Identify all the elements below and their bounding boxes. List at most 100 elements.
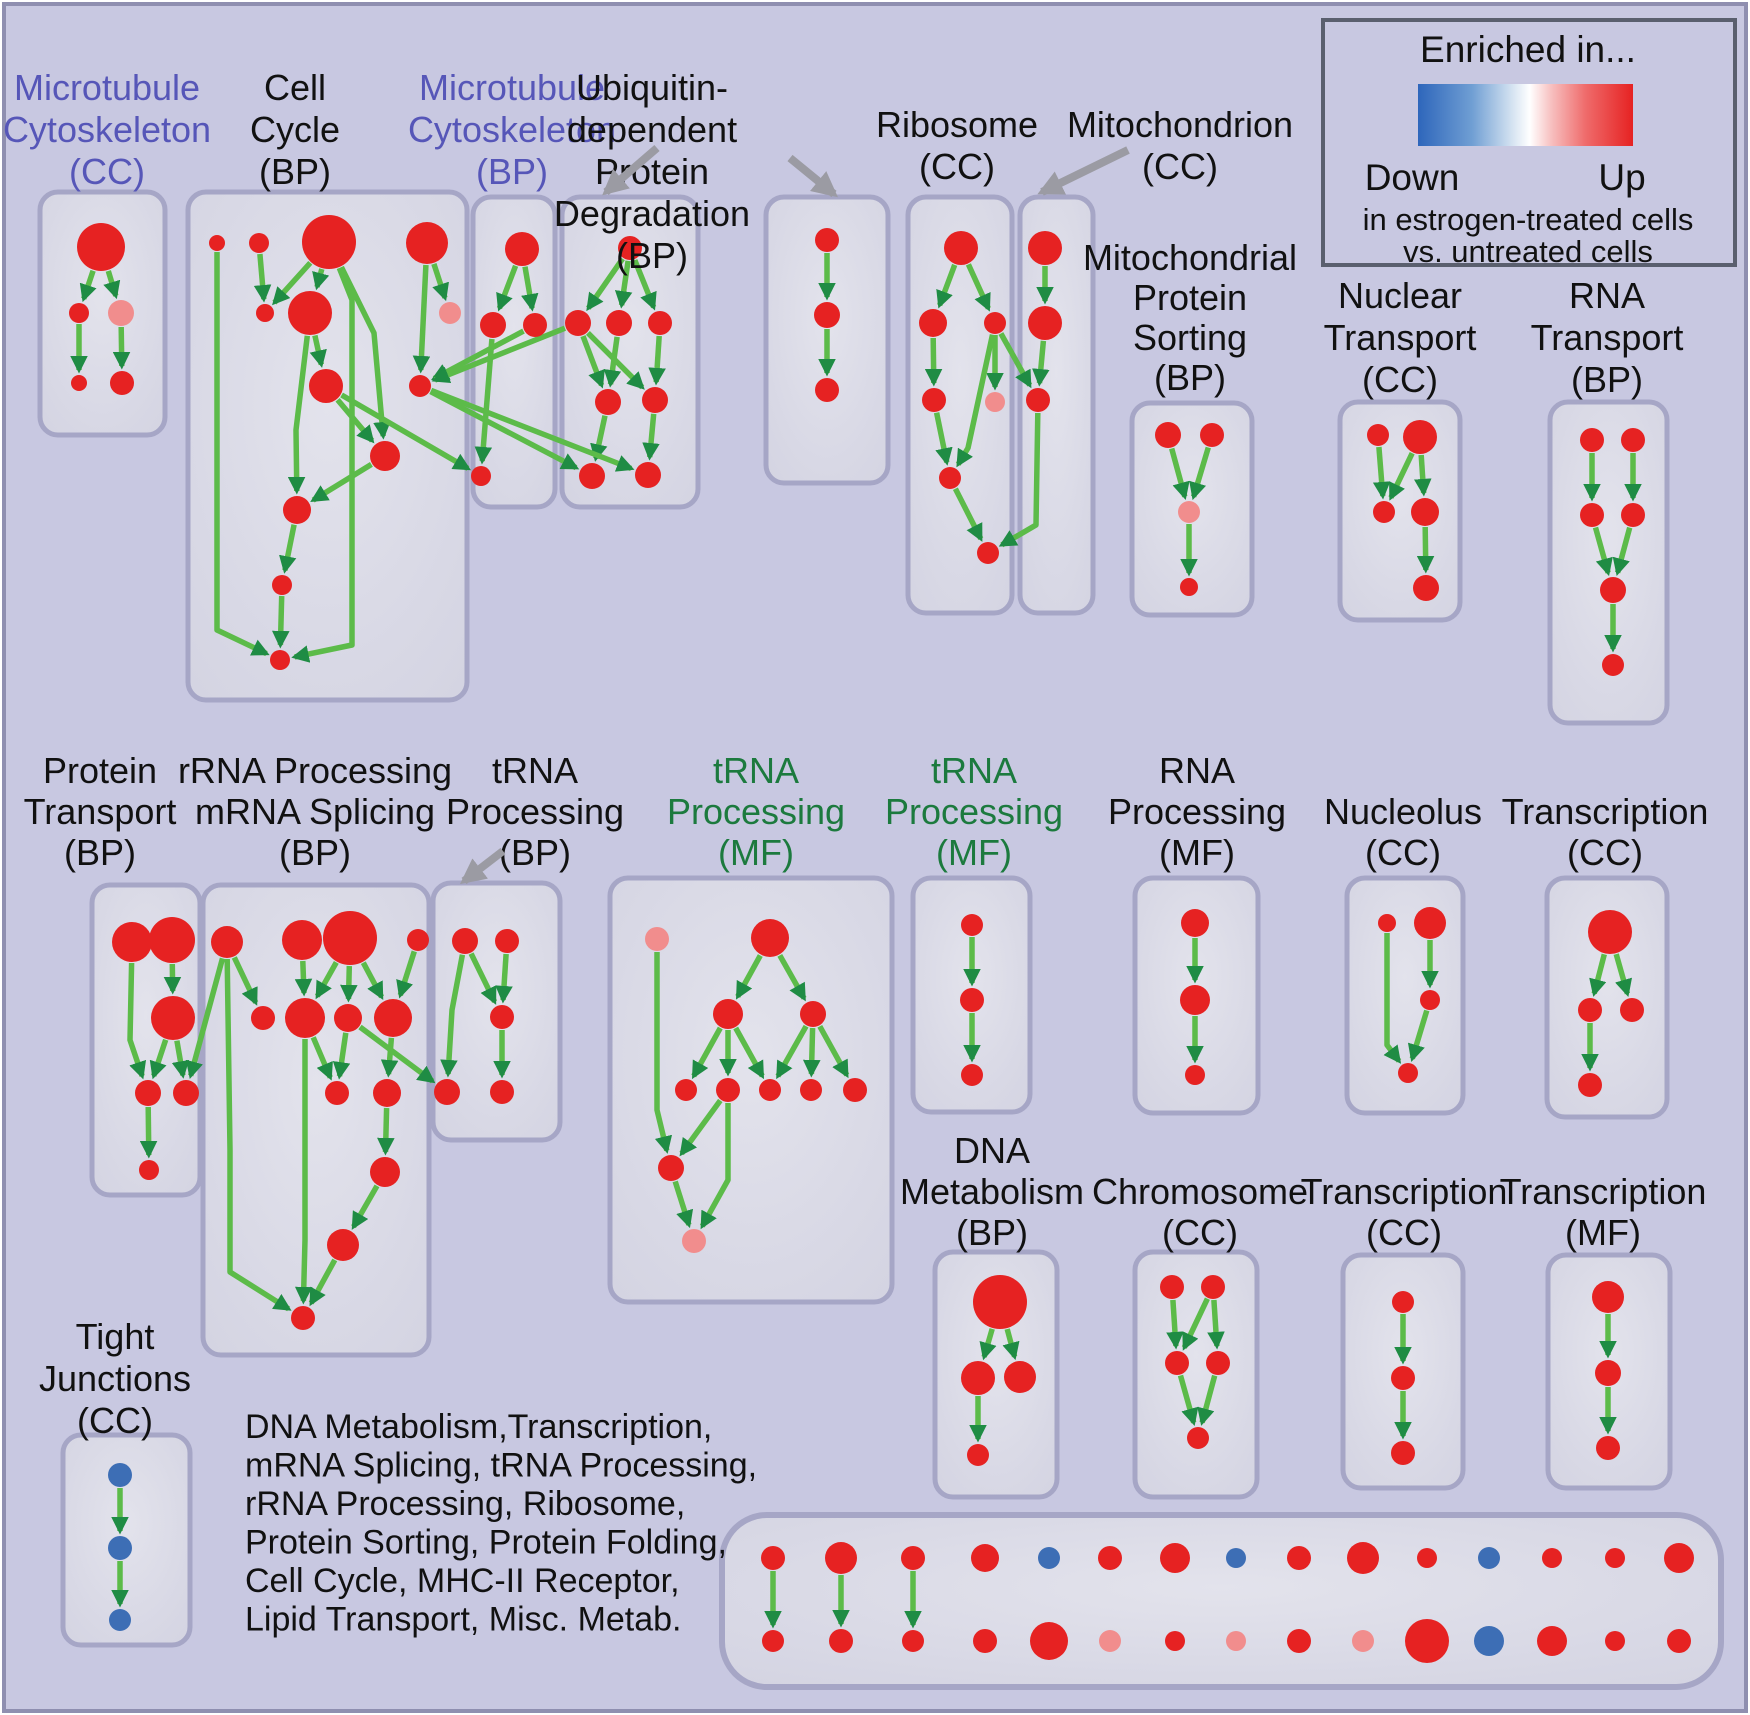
nucleolus-node-3 [1398, 1063, 1418, 1083]
trna-processing-mf-large-edge [691, 1026, 723, 1080]
cell-cycle-node-0 [209, 235, 225, 251]
cell-cycle-node-5 [288, 291, 332, 335]
nucleolus-node-0 [1378, 914, 1396, 932]
ribosome-edge [955, 334, 996, 468]
ribosome-edge [952, 487, 984, 542]
protein-transport-label-line-1: Protein [43, 750, 157, 791]
dna-metabolism-label-line-1: DNA [954, 1130, 1030, 1171]
misc-categories-text-line-5: Cell Cycle, MHC-II Receptor, [245, 1562, 680, 1600]
rrna-processing-mrna-splicing-edge [340, 965, 358, 1003]
ubiquitin-left-box [559, 194, 701, 510]
protein-transport-node-0 [112, 922, 152, 962]
trna-processing-bp-node-0 [452, 928, 478, 954]
ubiquitin-left-label-line-4: Degradation [554, 193, 750, 234]
ribosome-label-line-1: Ribosome [876, 104, 1038, 145]
strip-pair-12-top-node [1478, 1547, 1500, 1569]
trna-processing-mf-large-edge [733, 1026, 765, 1080]
ribosome-node-5 [939, 467, 961, 489]
microtubule-bp-edge [496, 264, 519, 312]
trna-processing-mf-large-node-3 [800, 1001, 826, 1027]
strip-pair-9-bottom-node [1287, 1629, 1311, 1653]
misc-categories-text-line-4: Protein Sorting, Protein Folding, [245, 1524, 727, 1562]
transcription-cc-upper-edge [1589, 953, 1607, 997]
label-pointer-arrow-3 [1037, 146, 1130, 196]
trna-processing-mf-small-node-2 [961, 1064, 983, 1086]
transcription-cc-upper-node-1 [1578, 998, 1602, 1022]
microtubule-cc-node-1 [69, 303, 89, 323]
microtubule-cc-label-line-1: Microtubule [14, 67, 200, 108]
ubiquitin-left-label-line-2: dependent [567, 109, 737, 150]
microtubule-cc-node-4 [110, 371, 134, 395]
mitochondrial-protein-sorting-label-line-2: Protein [1133, 277, 1247, 318]
cell-cycle-edge [272, 260, 313, 306]
rna-transport-node-5 [1602, 654, 1624, 676]
cell-cycle-label-line-1: Cell [264, 67, 326, 108]
transcription-mf-label-line-1: Transcription [1500, 1171, 1707, 1212]
rna-transport-node-1 [1621, 428, 1645, 452]
ribosome-edge [924, 337, 943, 387]
protein-transport-edge [171, 1040, 190, 1079]
ribosome-node-3 [922, 388, 946, 412]
nucleolus-node-2 [1420, 990, 1440, 1010]
transcription-cc-lower-node-2 [1391, 1441, 1415, 1465]
chromosome-node-1 [1201, 1275, 1225, 1299]
trna-processing-bp-node-2 [490, 1005, 514, 1029]
microtubule-bp-label-line-1: Microtubule [419, 67, 605, 108]
mitochondrion-label-line-1: Mitochondrion [1067, 104, 1293, 145]
chromosome-edge [1166, 1299, 1184, 1350]
strip-pair-4-bottom-node [973, 1629, 997, 1653]
chromosome-node-0 [1160, 1275, 1184, 1299]
trna-processing-mf-large-label-line-1: tRNA [713, 750, 799, 791]
rrna-processing-mrna-splicing-edge [314, 961, 339, 1000]
microtubule-bp-node-1 [480, 312, 506, 338]
strip-pair-3-bottom-node [902, 1630, 924, 1652]
transcription-cc-lower-node-1 [1391, 1366, 1415, 1390]
cell-cycle-edge [271, 595, 290, 649]
trna-processing-mf-large-edge [654, 952, 673, 1154]
rrna-processing-mrna-splicing-edge [396, 950, 417, 999]
strip-pair-5-bottom-node [1030, 1622, 1068, 1660]
tight-junctions-label-line-3: (CC) [77, 1400, 153, 1441]
cell-cycle-edge [310, 462, 373, 503]
trna-processing-mf-small-label-line-1: tRNA [931, 750, 1017, 791]
trna-processing-mf-small-label-line-2: Processing [885, 791, 1063, 832]
rna-processing-mf-label-line-3: (MF) [1159, 832, 1235, 873]
strip-pair-14-top-node [1605, 1548, 1625, 1568]
protein-transport-node-2 [151, 996, 195, 1040]
trna-processing-bp-edge [440, 954, 466, 1078]
rna-transport-label-line-1: RNA [1569, 275, 1645, 316]
microtubule-cc-node-2 [108, 300, 134, 326]
strip-pair-7-bottom-node [1165, 1631, 1185, 1651]
mitochondrion-node-0 [1028, 231, 1062, 265]
rrna-processing-mrna-splicing-label-line-3: (BP) [279, 832, 351, 873]
dna-metabolism-edge [979, 1328, 997, 1361]
legend-subtitle-2: vs. untreated cells [1403, 234, 1653, 269]
mitochondrion-label-line-2: (CC) [1142, 146, 1218, 187]
cross-cluster-edge [358, 1024, 436, 1084]
strip-pair-8-top-node [1226, 1548, 1246, 1568]
nucleolus-node-1 [1414, 907, 1446, 939]
mitochondrial-protein-sorting-node-3 [1180, 578, 1198, 596]
transcription-cc-upper-node-2 [1620, 998, 1644, 1022]
protein-transport-label-line-2: Transport [24, 791, 177, 832]
transcription-mf-label-line-2: (MF) [1565, 1212, 1641, 1253]
nuclear-transport-label-line-2: Transport [1324, 317, 1477, 358]
legend-down-label: Down [1365, 157, 1460, 198]
rna-transport-edge [1612, 526, 1633, 576]
rrna-processing-mrna-splicing-edge [351, 1184, 380, 1230]
trna-processing-bp-label-line-3: (BP) [499, 832, 571, 873]
legend-gradient-bar [1418, 84, 1633, 146]
ribosome-edge [933, 412, 953, 466]
cross-cluster-edge [429, 389, 580, 471]
rrna-processing-mrna-splicing-edge [360, 961, 385, 1001]
microtubule-cc-node-3 [71, 375, 87, 391]
strip-pair-4-top-node [971, 1544, 999, 1572]
tight-junctions-node-0 [108, 1463, 132, 1487]
chromosome-edge [1177, 1374, 1199, 1426]
rrna-processing-mrna-splicing-box [200, 882, 432, 1358]
ubiquitin-right-node-2 [815, 378, 839, 402]
dna-metabolism-node-1 [961, 1361, 995, 1395]
microtubule-cc-edge [79, 269, 97, 303]
protein-transport-node-4 [173, 1080, 199, 1106]
ubiquitin-left-node-2 [606, 310, 632, 336]
